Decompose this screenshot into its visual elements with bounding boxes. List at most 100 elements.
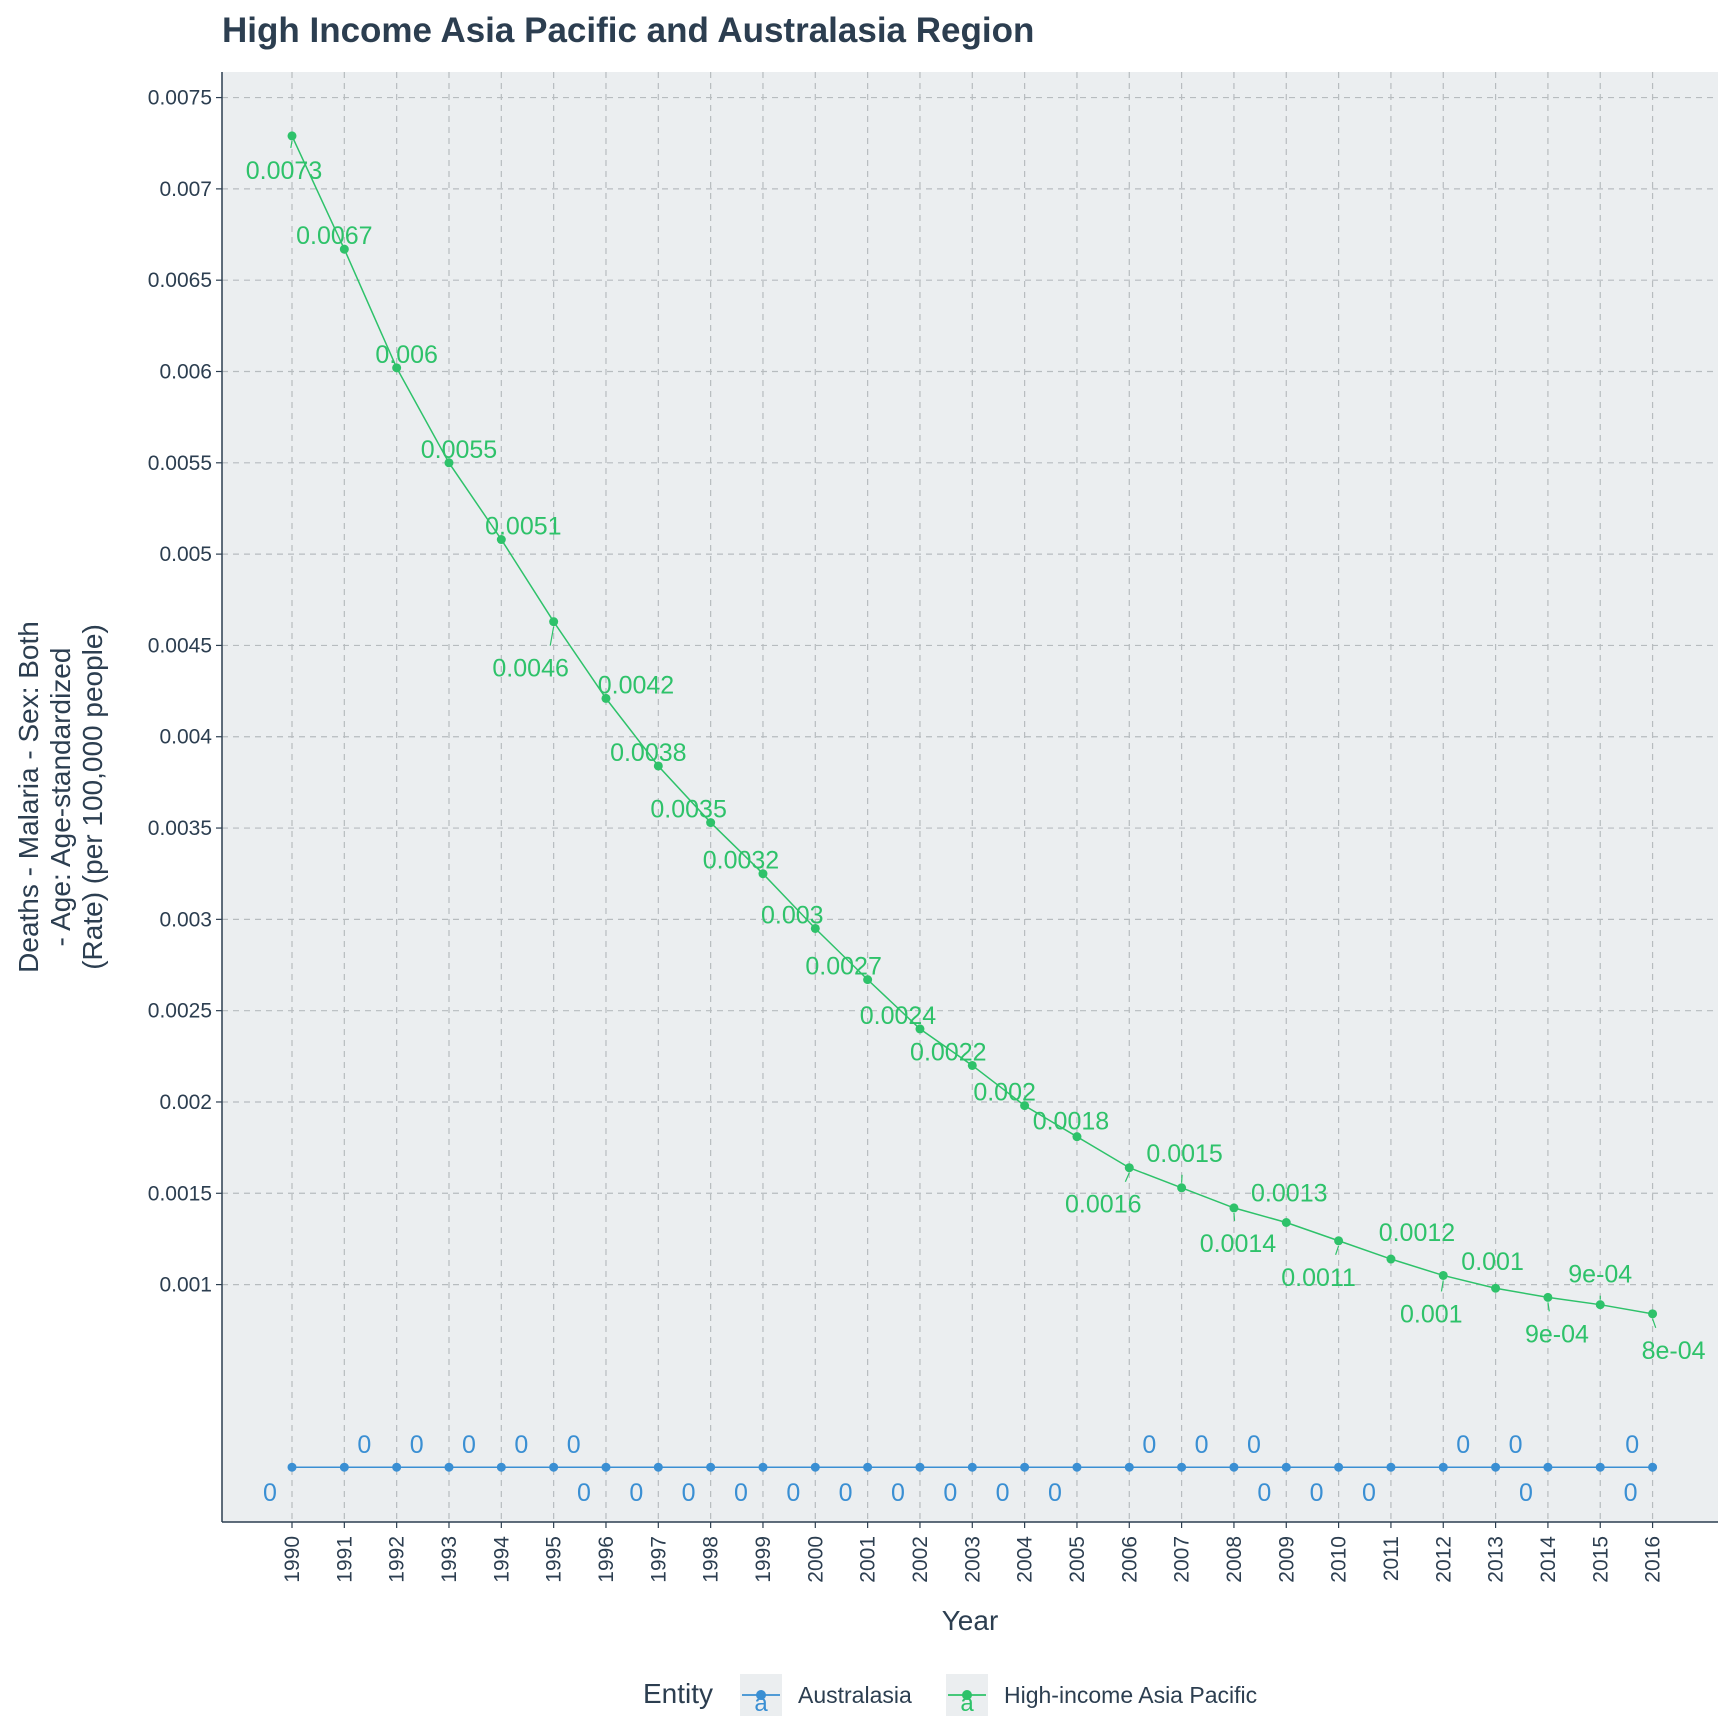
data-label: 0.0035: [650, 796, 726, 824]
label-leader: [1547, 1302, 1550, 1312]
data-label: 0.0016: [1065, 1191, 1141, 1219]
data-label: 0: [682, 1479, 696, 1507]
y-tick-label: 0.007: [159, 178, 212, 201]
data-point: [706, 818, 716, 828]
data-label: 0.001: [1461, 1248, 1524, 1276]
y-tick-label: 0.0055: [148, 452, 212, 475]
x-tick-label: 2013: [1485, 1536, 1508, 1583]
y-tick-label: 0.0065: [148, 269, 212, 292]
data-point: [549, 1462, 559, 1472]
data-point: [549, 617, 559, 627]
data-point: [758, 1462, 768, 1472]
y-ticks: 0.001 0.0015 0.002 0.0025 0.003 0.0035 0.004 0.…: [148, 87, 222, 1297]
data-label: 9e-04: [1525, 1320, 1589, 1348]
data-label: 0.001: [1400, 1300, 1463, 1328]
grid: [222, 72, 1718, 1522]
data-point: [1334, 1236, 1344, 1246]
data-point: [810, 1462, 820, 1472]
data-label: 0: [357, 1431, 371, 1459]
legend-key-glyph: a: [754, 1690, 768, 1717]
data-label: 0: [577, 1479, 591, 1507]
data-label: 0.0051: [485, 513, 561, 541]
data-point: [1177, 1183, 1187, 1193]
x-tick-label: 1993: [438, 1536, 461, 1583]
data-label: 0.0055: [421, 436, 497, 464]
x-tick-label: 2009: [1275, 1536, 1298, 1583]
data-point: [1124, 1163, 1134, 1173]
data-point: [653, 761, 663, 771]
data-point: [287, 1462, 297, 1472]
data-point: [1491, 1283, 1501, 1293]
label-leader: [1440, 1280, 1444, 1292]
data-label: 0: [629, 1479, 643, 1507]
data-point: [1386, 1254, 1396, 1264]
data-point: [1543, 1462, 1553, 1472]
data-point: [392, 363, 402, 373]
data-point: [444, 458, 454, 468]
data-label: 0: [1195, 1431, 1209, 1459]
y-tick-label: 0.0025: [148, 1000, 212, 1023]
data-point: [915, 1024, 925, 1034]
data-label: 0: [567, 1431, 581, 1459]
data-label: 8e-04: [1642, 1337, 1706, 1365]
data-point: [863, 975, 873, 985]
data-label: 9e-04: [1568, 1261, 1632, 1289]
data-label: 0: [462, 1431, 476, 1459]
label-leader: [290, 140, 293, 149]
x-axis-title: Year: [942, 1605, 999, 1636]
y-tick-label: 0.002: [159, 1091, 212, 1114]
data-label: 0: [1247, 1431, 1261, 1459]
data-label: 0: [410, 1431, 424, 1459]
data-label: 0: [514, 1431, 528, 1459]
data-point: [1072, 1462, 1082, 1472]
label-leader: [1335, 1245, 1340, 1255]
data-point: [758, 869, 768, 879]
data-label: 0.0032: [703, 847, 779, 875]
legend: Entity a Australasia a High-income Asia …: [643, 1674, 1257, 1717]
data-point: [1648, 1462, 1658, 1472]
data-point: [339, 1462, 349, 1472]
data-point: [601, 1462, 611, 1472]
x-tick-label: 2015: [1589, 1536, 1612, 1583]
data-label: 0.006: [375, 341, 438, 369]
data-point: [444, 1462, 454, 1472]
data-point: [1543, 1292, 1553, 1302]
legend-key-glyph: a: [960, 1690, 974, 1717]
data-label: 0.0073: [246, 157, 322, 185]
y-axis-title-line-1: Deaths - Malaria - Sex: Both: [13, 621, 44, 973]
data-point: [915, 1462, 925, 1472]
data-label: 0.0011: [1281, 1264, 1356, 1292]
data-point: [496, 1462, 506, 1472]
data-label: 0: [263, 1479, 277, 1507]
x-tick-label: 1991: [333, 1536, 356, 1583]
data-point: [1648, 1309, 1658, 1319]
data-point: [1438, 1270, 1448, 1280]
x-tick-label: 2002: [909, 1536, 932, 1583]
data-label: 0.0022: [910, 1038, 986, 1066]
data-point: [1177, 1462, 1187, 1472]
data-label: 0: [1362, 1479, 1376, 1507]
x-tick-label: 2000: [804, 1536, 827, 1583]
data-label: 0.003: [761, 901, 824, 929]
data-label: 0: [839, 1479, 853, 1507]
data-label: 0: [1519, 1479, 1533, 1507]
data-point: [1386, 1462, 1396, 1472]
data-point: [967, 1462, 977, 1472]
y-tick-label: 0.004: [159, 726, 212, 749]
data-label: 0: [1625, 1431, 1639, 1459]
data-label: 0.0024: [860, 1002, 937, 1030]
x-tick-label: 2007: [1171, 1536, 1194, 1583]
data-point: [601, 693, 611, 703]
legend-label-australasia: Australasia: [798, 1682, 912, 1708]
x-tick-label: 1998: [700, 1536, 723, 1583]
data-point: [1072, 1132, 1082, 1142]
x-tick-label: 2012: [1432, 1536, 1455, 1583]
chart-title: High Income Asia Pacific and Australasia…: [222, 11, 1034, 50]
y-tick-label: 0.0035: [148, 817, 212, 840]
data-point: [653, 1462, 663, 1472]
data-label: 0.0027: [805, 953, 881, 981]
data-labels: 0 0 0 0 0 0 0 0 0 0 0 0 0 0 0 0 0 0 0 0 0 0 0 0 0 0 0 0.0073 0.0067 0…: [246, 140, 1706, 1507]
legend-item-australasia: a Australasia: [740, 1674, 912, 1717]
